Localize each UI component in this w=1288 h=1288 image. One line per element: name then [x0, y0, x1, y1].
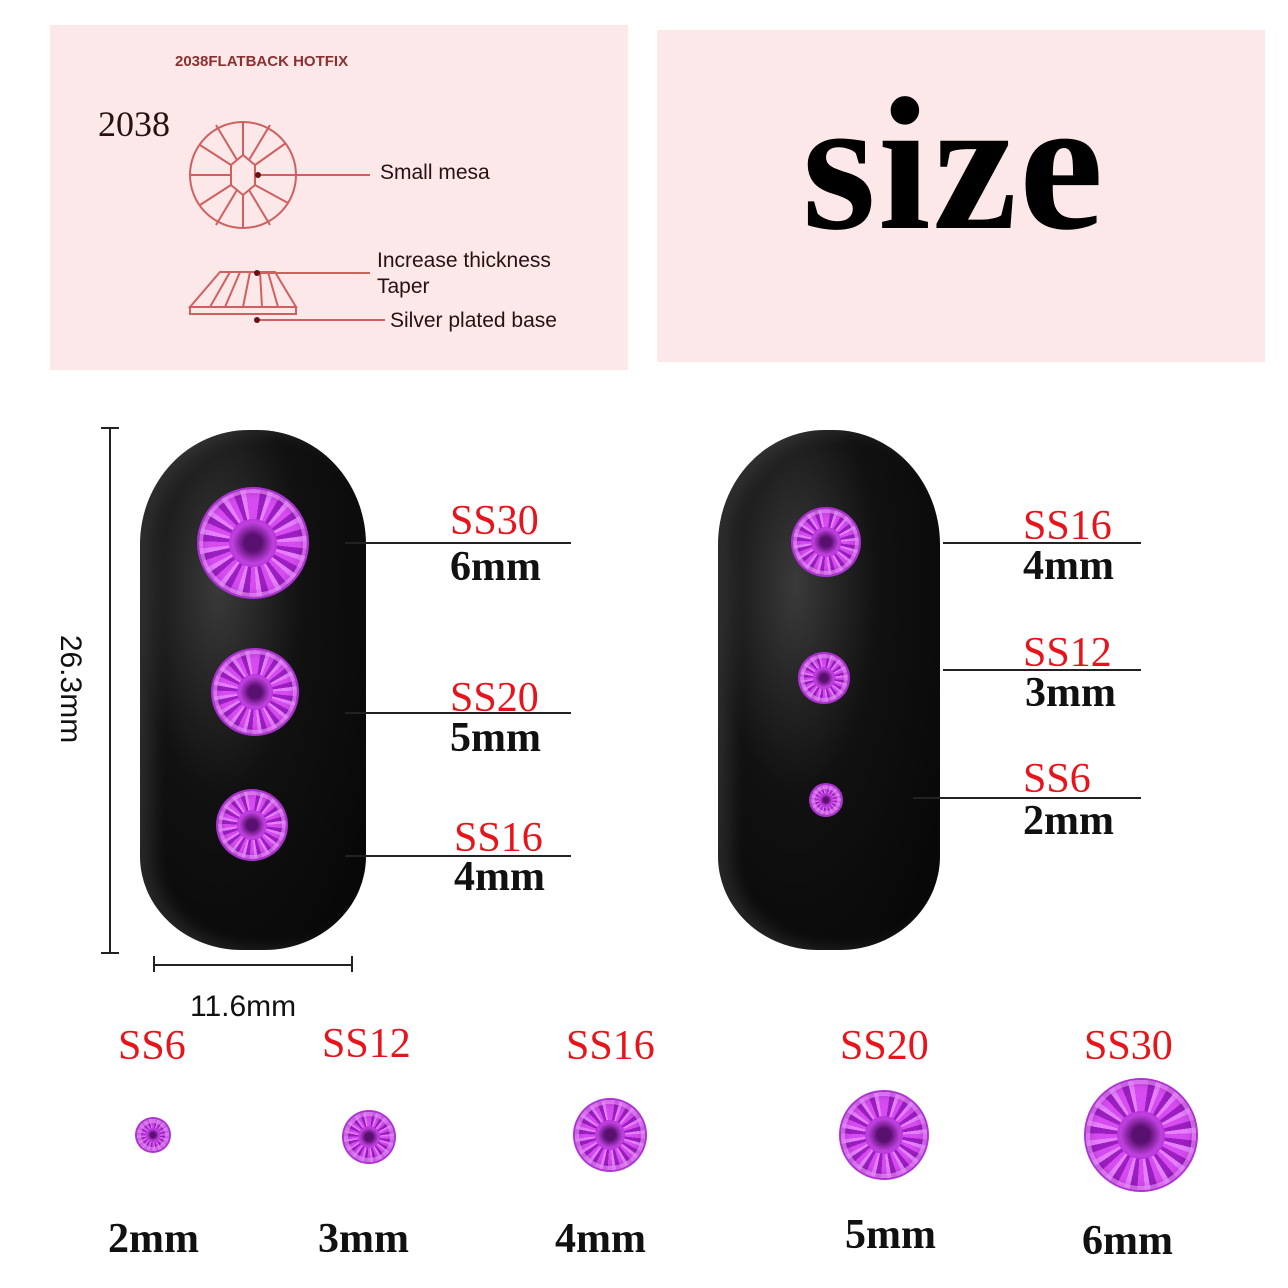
leader-line	[943, 542, 1141, 544]
size-mm: 6mm	[450, 544, 541, 590]
height-label: 26.3mm	[54, 634, 87, 744]
size-code: SS30	[1084, 1023, 1173, 1069]
height-dimension-line	[109, 427, 111, 954]
size-code: SS20	[450, 675, 539, 721]
label-silver-plated-base: Silver plated base	[390, 309, 557, 332]
gem-ss16	[793, 509, 859, 575]
size-mm: 3mm	[318, 1216, 409, 1262]
diagram-panel: 2038FLATBACK HOTFIX 2038 Small mesa Incr…	[50, 25, 628, 370]
leader-line	[943, 669, 1141, 671]
size-mm: 4mm	[1023, 543, 1114, 589]
size-mm: 3mm	[1025, 670, 1116, 716]
title-panel: size	[657, 30, 1265, 362]
size-code: SS12	[322, 1021, 411, 1067]
gem-2mm	[137, 1119, 169, 1151]
gem-4mm	[575, 1100, 645, 1170]
width-tick-right	[351, 956, 353, 972]
label-small-mesa: Small mesa	[380, 161, 490, 184]
size-code: SS16	[1023, 503, 1112, 549]
leader-line	[913, 797, 1141, 799]
leader-line	[345, 712, 571, 714]
size-code: SS16	[566, 1023, 655, 1069]
size-code: SS6	[1023, 756, 1091, 802]
label-increase-thickness: Increase thickness	[377, 249, 551, 272]
gem-5mm	[841, 1092, 927, 1178]
size-mm: 4mm	[454, 854, 545, 900]
leader-line	[345, 542, 571, 544]
size-mm: 5mm	[450, 715, 541, 761]
rhinestone-diagram	[187, 121, 385, 323]
gem-ss30	[199, 489, 307, 597]
label-taper: Taper	[377, 275, 430, 298]
height-tick-top	[101, 427, 119, 429]
width-tick-left	[153, 956, 155, 972]
height-tick-bottom	[101, 952, 119, 954]
size-mm: 6mm	[1082, 1218, 1173, 1264]
gem-ss16	[218, 791, 286, 859]
size-code: SS6	[118, 1023, 186, 1069]
gem-ss6	[811, 785, 841, 815]
gem-ss12	[800, 654, 848, 702]
width-label: 11.6mm	[190, 990, 297, 1023]
size-mm: 4mm	[555, 1216, 646, 1262]
leader-line	[345, 855, 571, 857]
size-code: SS16	[454, 815, 543, 861]
size-code: SS20	[840, 1023, 929, 1069]
gem-3mm	[344, 1112, 394, 1162]
diagram-header: 2038FLATBACK HOTFIX	[175, 53, 349, 70]
gem-6mm	[1086, 1080, 1196, 1190]
gem-ss20	[213, 650, 297, 734]
width-dimension-line	[154, 964, 352, 966]
size-code: SS30	[450, 498, 539, 544]
page-title: size	[802, 60, 1106, 270]
size-code: SS12	[1023, 630, 1112, 676]
size-mm: 2mm	[108, 1216, 199, 1262]
size-mm: 5mm	[845, 1212, 936, 1258]
model-number: 2038	[98, 104, 170, 144]
size-mm: 2mm	[1023, 798, 1114, 844]
